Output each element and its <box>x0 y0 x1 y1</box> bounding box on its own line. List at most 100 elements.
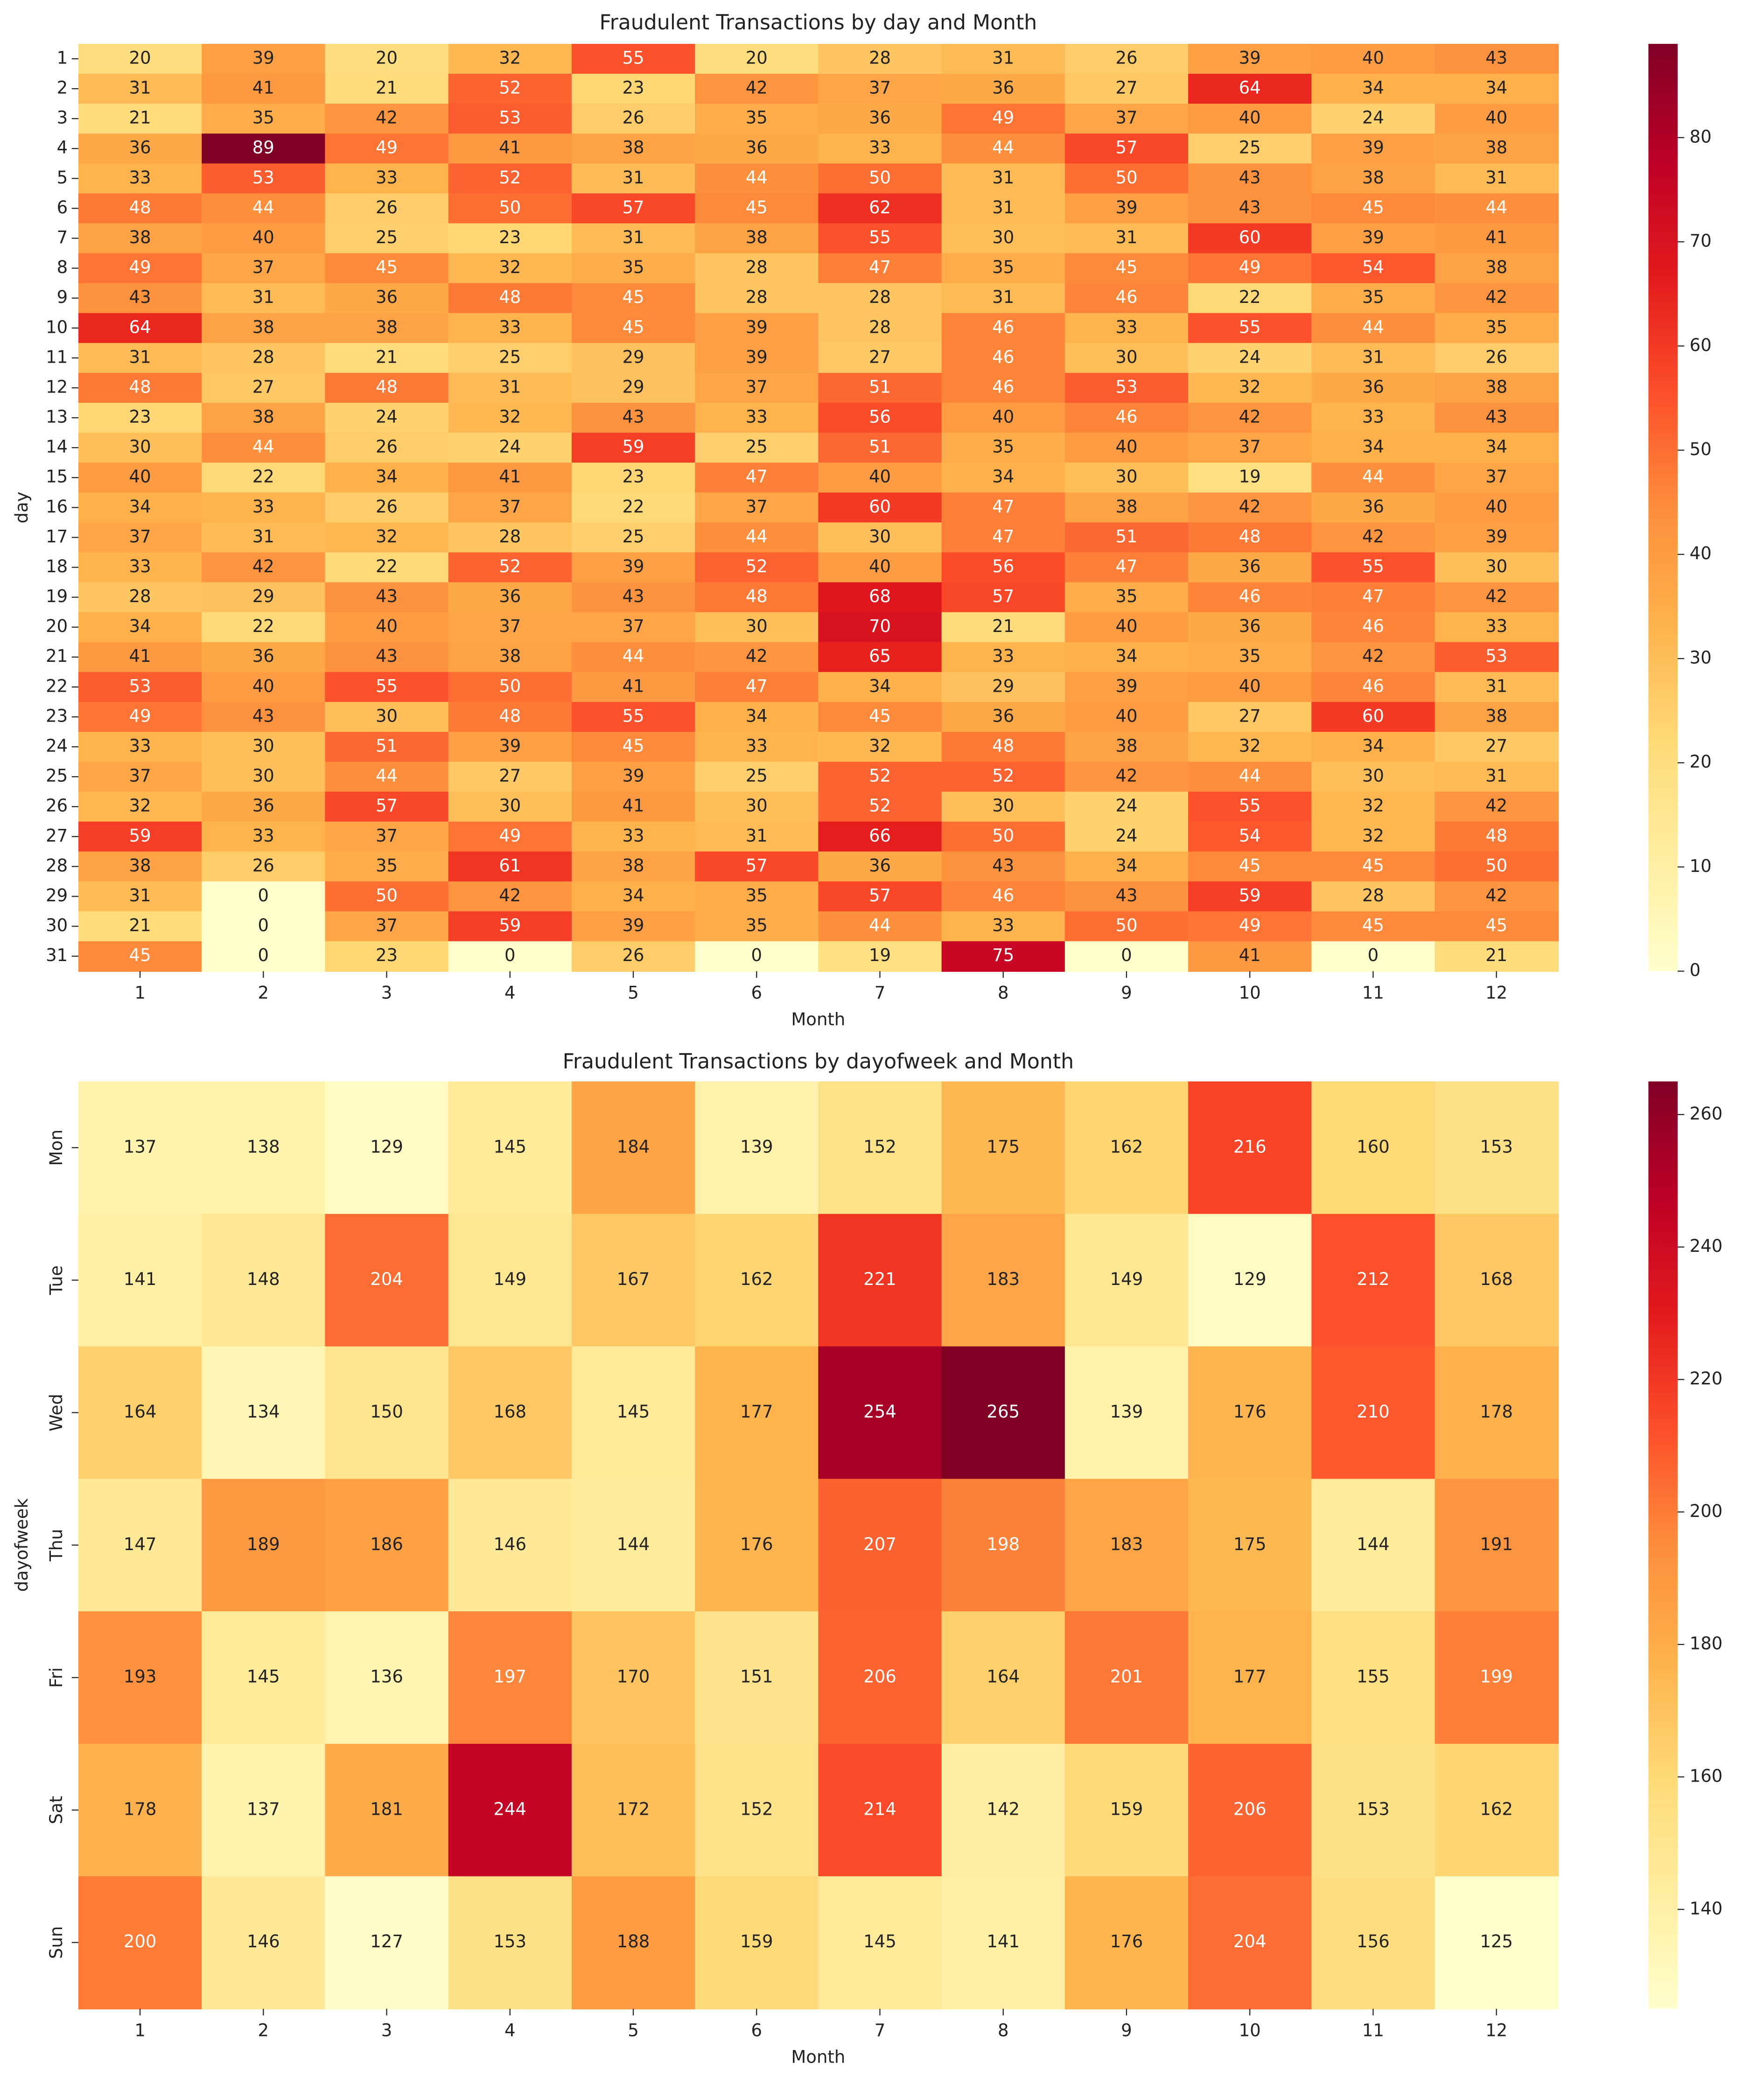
heat-cell <box>695 223 819 254</box>
heat-cell <box>1064 74 1189 105</box>
heat-cell <box>571 1214 696 1347</box>
cell-label: 152 <box>740 1799 773 1819</box>
cell-label: 32 <box>499 48 521 68</box>
cell-label: 23 <box>499 227 521 247</box>
heat-cell <box>818 492 943 523</box>
cell-label: 46 <box>1239 586 1261 606</box>
cell-label: 39 <box>1115 197 1137 218</box>
heat-cell <box>202 223 326 254</box>
heat-cell <box>1435 582 1559 613</box>
cell-label: 149 <box>1110 1269 1143 1289</box>
cell-label: 0 <box>258 885 269 906</box>
heat-cell <box>202 1876 326 2010</box>
x-tick-label: 8 <box>998 2021 1009 2041</box>
cell-label: 0 <box>504 945 516 965</box>
colorbar-tick-label: 70 <box>1690 231 1712 251</box>
cell-label: 27 <box>252 377 274 397</box>
heat-cell <box>78 552 203 583</box>
heat-cell <box>571 702 696 733</box>
heat-cell <box>571 851 696 882</box>
cell-label: 38 <box>1485 706 1507 726</box>
cell-label: 38 <box>1362 168 1384 188</box>
heat-cell <box>78 1876 203 2010</box>
heat-cell <box>448 1743 573 1877</box>
cell-label: 146 <box>247 1931 280 1952</box>
heat-cell <box>818 1081 943 1215</box>
heat-cell <box>202 1611 326 1745</box>
cell-label: 31 <box>1485 766 1507 786</box>
cell-label: 150 <box>370 1402 403 1422</box>
cell-label: 45 <box>1362 856 1384 876</box>
heat-cell <box>1188 672 1312 703</box>
heat-cell <box>695 792 819 822</box>
heat-cell <box>448 731 573 763</box>
heat-cell <box>448 343 573 374</box>
heat-cell <box>1064 283 1189 314</box>
heat-cell <box>448 193 573 224</box>
heat-cell <box>1311 74 1435 105</box>
cell-label: 39 <box>746 347 768 367</box>
cell-label: 39 <box>622 766 644 786</box>
cell-label: 33 <box>869 138 891 158</box>
cell-label: 46 <box>1115 407 1137 427</box>
cell-label: 65 <box>869 646 891 666</box>
heat-cell <box>1435 372 1559 404</box>
cell-label: 32 <box>1362 826 1384 846</box>
cell-label: 52 <box>992 766 1014 786</box>
cell-label: 48 <box>499 287 521 307</box>
heat-cell <box>1188 223 1312 254</box>
heat-cell <box>1188 43 1312 75</box>
heat-cell <box>941 642 1066 673</box>
heat-cell <box>571 911 696 942</box>
x-tick-label: 5 <box>628 2021 639 2041</box>
cell-label: 153 <box>1480 1137 1513 1157</box>
y-tick-label: 10 <box>46 317 68 337</box>
heat-cell <box>1064 372 1189 404</box>
cell-label: 38 <box>252 317 274 337</box>
heat-cell <box>448 433 573 463</box>
cell-label: 35 <box>376 856 398 876</box>
y-tick-label: 28 <box>46 856 68 876</box>
heat-cell <box>78 821 203 852</box>
colorbar <box>1648 43 1678 971</box>
x-tick-label: 7 <box>875 983 886 1003</box>
heat-cell <box>1435 163 1559 194</box>
heat-cell <box>1188 612 1312 643</box>
heat-cell <box>78 1743 203 1877</box>
cell-label: 138 <box>247 1137 280 1157</box>
cell-label: 25 <box>746 766 768 786</box>
cell-label: 177 <box>1233 1667 1267 1687</box>
cell-label: 30 <box>252 766 274 786</box>
cell-label: 32 <box>129 796 151 816</box>
heat-cell <box>1188 1081 1312 1215</box>
heat-cell <box>202 74 326 105</box>
heat-cell <box>202 522 326 553</box>
heat-cell <box>1188 1479 1312 1612</box>
heat-cell <box>695 343 819 374</box>
x-tick-label: 6 <box>751 983 762 1003</box>
heat-cell <box>1064 163 1189 194</box>
cell-label: 33 <box>622 826 644 846</box>
heat-cell <box>941 43 1066 75</box>
cell-label: 61 <box>499 856 521 876</box>
heat-cell <box>448 402 573 434</box>
cell-label: 55 <box>1239 317 1261 337</box>
heat-cell <box>941 762 1066 793</box>
cell-label: 49 <box>992 108 1014 128</box>
cell-label: 45 <box>622 287 644 307</box>
heat-cell <box>695 43 819 75</box>
cell-label: 40 <box>252 676 274 696</box>
cell-label: 40 <box>1362 48 1384 68</box>
heat-cell <box>695 612 819 643</box>
heat-cell <box>695 731 819 763</box>
heat-cell <box>1311 343 1435 374</box>
heat-cell <box>695 313 819 344</box>
cell-label: 34 <box>1115 646 1137 666</box>
heat-cell <box>941 1214 1066 1347</box>
heat-cell <box>695 402 819 434</box>
y-tick-label: 14 <box>46 437 68 457</box>
cell-label: 62 <box>869 197 891 218</box>
cell-label: 137 <box>124 1137 157 1157</box>
cell-label: 26 <box>376 197 398 218</box>
heat-cell <box>695 1346 819 1480</box>
